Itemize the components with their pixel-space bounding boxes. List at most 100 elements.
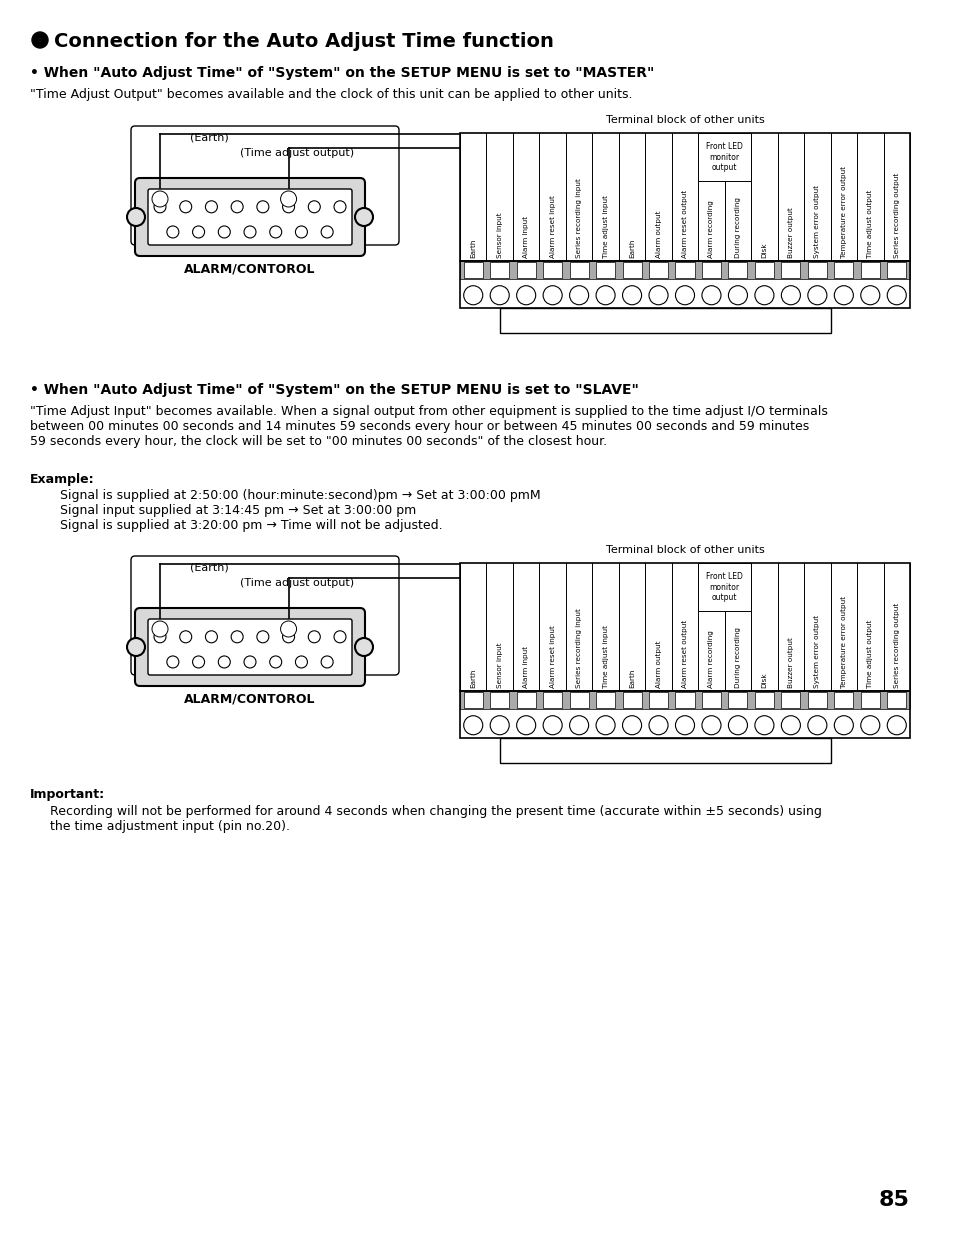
Circle shape bbox=[334, 200, 346, 213]
Circle shape bbox=[675, 716, 694, 735]
Circle shape bbox=[834, 286, 852, 304]
Bar bbox=[754, 262, 773, 278]
Circle shape bbox=[517, 716, 536, 735]
Circle shape bbox=[231, 631, 243, 643]
Text: During recording: During recording bbox=[734, 197, 740, 257]
Text: Signal is supplied at 2:50:00 (hour:minute:second)pm → Set at 3:00:00 pmM: Signal is supplied at 2:50:00 (hour:minu… bbox=[60, 489, 540, 502]
Bar bbox=[781, 691, 800, 709]
Circle shape bbox=[622, 286, 641, 304]
Text: ALARM/CONTOROL: ALARM/CONTOROL bbox=[184, 693, 315, 706]
Circle shape bbox=[32, 32, 48, 48]
Text: Disk: Disk bbox=[760, 672, 766, 688]
Bar bbox=[596, 262, 615, 278]
Text: Series recording input: Series recording input bbox=[576, 178, 581, 257]
Bar bbox=[834, 691, 852, 709]
Circle shape bbox=[542, 716, 561, 735]
Circle shape bbox=[244, 226, 255, 238]
Circle shape bbox=[596, 716, 615, 735]
Text: Signal is supplied at 3:20:00 pm → Time will not be adjusted.: Signal is supplied at 3:20:00 pm → Time … bbox=[60, 520, 442, 532]
Circle shape bbox=[517, 286, 536, 304]
Circle shape bbox=[256, 200, 269, 213]
Circle shape bbox=[648, 286, 667, 304]
Text: Series recording output: Series recording output bbox=[893, 172, 899, 257]
Text: 13: 13 bbox=[154, 623, 165, 632]
Text: Connection for the Auto Adjust Time function: Connection for the Auto Adjust Time func… bbox=[54, 32, 554, 51]
Text: Alarm output: Alarm output bbox=[655, 210, 660, 257]
Text: Buzzer output: Buzzer output bbox=[787, 207, 793, 257]
Text: Temperature error output: Temperature error output bbox=[840, 596, 846, 688]
Text: "Time Adjust Input" becomes available. When a signal output from other equipment: "Time Adjust Input" becomes available. W… bbox=[30, 404, 827, 448]
Circle shape bbox=[153, 200, 166, 213]
Circle shape bbox=[886, 286, 905, 304]
Bar bbox=[860, 262, 879, 278]
FancyBboxPatch shape bbox=[148, 618, 352, 675]
Text: Time adjust output: Time adjust output bbox=[866, 189, 872, 257]
Circle shape bbox=[596, 286, 615, 304]
Text: Signal input supplied at 3:14:45 pm → Set at 3:00:00 pm: Signal input supplied at 3:14:45 pm → Se… bbox=[60, 503, 416, 517]
Bar bbox=[807, 262, 826, 278]
Text: Front LED
monitor
output: Front LED monitor output bbox=[705, 571, 742, 602]
Bar bbox=[860, 691, 879, 709]
Circle shape bbox=[152, 621, 168, 637]
Circle shape bbox=[463, 716, 482, 735]
Text: Recording will not be performed for around 4 seconds when changing the present t: Recording will not be performed for arou… bbox=[50, 805, 821, 833]
Text: Terminal block of other units: Terminal block of other units bbox=[605, 115, 763, 125]
Text: Alarm reset input: Alarm reset input bbox=[549, 625, 555, 688]
Text: System error output: System error output bbox=[814, 184, 820, 257]
Circle shape bbox=[334, 631, 346, 643]
Circle shape bbox=[153, 631, 166, 643]
Bar bbox=[675, 262, 694, 278]
Bar bbox=[499, 308, 830, 333]
Bar bbox=[886, 691, 905, 709]
Text: 20: 20 bbox=[283, 623, 294, 632]
Text: Alarm reset input: Alarm reset input bbox=[549, 195, 555, 257]
Text: Series recording output: Series recording output bbox=[893, 602, 899, 688]
Text: Time adjust output: Time adjust output bbox=[866, 620, 872, 688]
Bar bbox=[675, 691, 694, 709]
Text: Disk: Disk bbox=[760, 242, 766, 257]
Bar bbox=[728, 262, 747, 278]
Text: Alarm input: Alarm input bbox=[522, 215, 529, 257]
Bar bbox=[459, 690, 909, 709]
Text: Alarm reset output: Alarm reset output bbox=[681, 620, 687, 688]
Circle shape bbox=[569, 716, 588, 735]
Text: Alarm recording: Alarm recording bbox=[708, 200, 714, 257]
Circle shape bbox=[193, 226, 204, 238]
Circle shape bbox=[569, 286, 588, 304]
Bar bbox=[459, 261, 909, 278]
Circle shape bbox=[860, 286, 879, 304]
Circle shape bbox=[754, 286, 773, 304]
Circle shape bbox=[355, 208, 373, 226]
Text: Time adjust input: Time adjust input bbox=[602, 194, 608, 257]
Text: "Time Adjust Output" becomes available and the clock of this unit can be applied: "Time Adjust Output" becomes available a… bbox=[30, 88, 632, 101]
Circle shape bbox=[167, 656, 178, 668]
Text: 20: 20 bbox=[283, 193, 294, 202]
Text: Example:: Example: bbox=[30, 473, 94, 486]
Text: Alarm recording: Alarm recording bbox=[708, 630, 714, 688]
Text: Earth: Earth bbox=[470, 668, 476, 688]
Circle shape bbox=[542, 286, 561, 304]
Text: Buzzer output: Buzzer output bbox=[787, 637, 793, 688]
Text: Terminal block of other units: Terminal block of other units bbox=[605, 546, 763, 555]
FancyBboxPatch shape bbox=[135, 178, 365, 256]
Circle shape bbox=[282, 200, 294, 213]
Circle shape bbox=[860, 716, 879, 735]
Circle shape bbox=[728, 286, 747, 304]
Bar bbox=[698, 134, 750, 181]
Text: During recording: During recording bbox=[734, 627, 740, 688]
Bar bbox=[834, 262, 852, 278]
Bar bbox=[622, 262, 641, 278]
Text: • When "Auto Adjust Time" of "System" on the SETUP MENU is set to "SLAVE": • When "Auto Adjust Time" of "System" on… bbox=[30, 383, 639, 397]
Circle shape bbox=[355, 638, 373, 656]
Circle shape bbox=[490, 716, 509, 735]
Text: Earth: Earth bbox=[470, 239, 476, 257]
Circle shape bbox=[701, 716, 720, 735]
Bar bbox=[517, 262, 536, 278]
Text: 85: 85 bbox=[879, 1190, 909, 1210]
Bar bbox=[569, 691, 588, 709]
Circle shape bbox=[463, 286, 482, 304]
Circle shape bbox=[321, 226, 333, 238]
Bar bbox=[622, 691, 641, 709]
Bar bbox=[728, 691, 747, 709]
Circle shape bbox=[152, 190, 168, 207]
